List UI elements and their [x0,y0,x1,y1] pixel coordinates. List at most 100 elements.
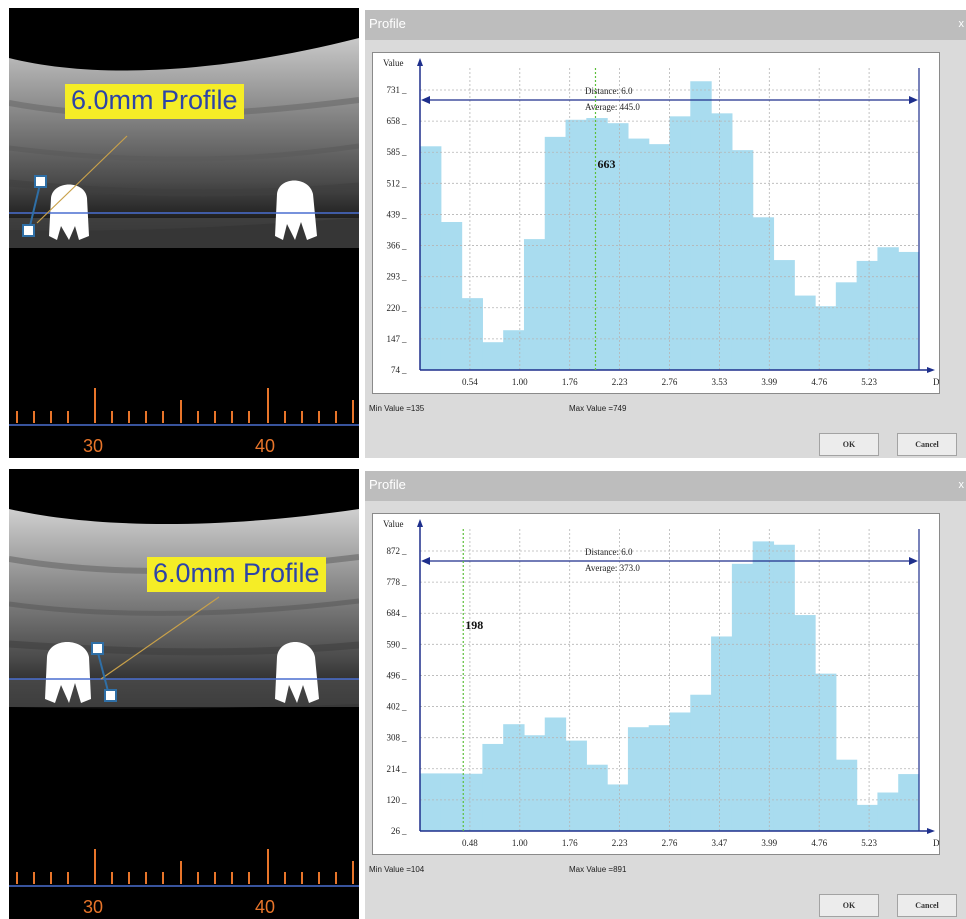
y-tick-label: 26 [391,826,401,836]
cursor-value-label: 198 [465,618,483,632]
x-tick-label: 0.48 [462,838,478,848]
profile-bar [752,541,775,831]
profile-bar [565,740,587,831]
y-tick-mark: _ [401,241,407,251]
cancel-button[interactable]: Cancel [897,433,957,456]
x-tick-label: 1.00 [512,838,528,848]
y-tick-mark: _ [401,334,407,344]
average-annotation: Average: 445.0 [585,102,640,112]
ok-button[interactable]: OK [819,894,879,917]
profile-handle-start[interactable] [91,642,104,655]
profile-handle-end[interactable] [104,689,117,702]
profile-handle-start[interactable] [34,175,47,188]
x-axis-label: Distance [933,377,939,387]
y-tick-label: 684 [387,608,401,618]
dialog-titlebar[interactable]: Profile x [365,10,966,40]
y-tick-label: 366 [387,241,401,251]
x-tick-label: 1.00 [512,377,528,387]
y-tick-mark: _ [401,577,407,587]
profile-plot-frame: 731 _ 658 _ 585 _ 512 _ 439 _ 366 _ 293 _ 220 _ 147 _ 74 _ 0… [372,52,940,394]
profile-bar [794,295,816,370]
y-tick-mark: _ [401,147,407,157]
profile-bar [690,81,712,370]
x-tick-label: 0.54 [462,377,478,387]
y-tick-label: 293 [387,272,401,282]
y-tick-label: 74 [391,365,401,375]
profile-bar [898,251,920,370]
y-tick-mark: _ [401,670,407,680]
arrow-left-icon [421,96,430,104]
y-tick-label: 439 [387,209,401,219]
y-tick-label: 147 [387,334,401,344]
distance-annotation: Distance: 6.0 [585,86,633,96]
profile-bar [586,764,608,831]
profile-bar [711,113,733,370]
x-tick-label: 4.76 [811,838,827,848]
ct-scan-graphic [9,509,359,887]
profile-bar [731,150,754,370]
y-tick-mark: _ [401,178,407,188]
profile-bar [752,217,775,370]
x-tick-label: 2.23 [612,838,628,848]
profile-bar [815,306,837,370]
profile-bar [420,773,442,831]
y-tick-label: 402 [387,702,401,712]
y-tick-label: 590 [387,639,401,649]
arrow-right-icon [909,557,918,565]
min-value-label: Min Value =135 [369,404,425,413]
y-tick-label: 872 [387,546,401,556]
x-axis-arrow-icon [927,828,935,834]
profile-bar [482,743,504,831]
ct-scan-graphic [9,38,359,426]
dialog-titlebar[interactable]: Profile x [365,471,966,501]
profile-bar [773,544,795,831]
profile-bar [877,792,899,831]
distance-annotation: Distance: 6.0 [585,547,633,557]
x-axis-label: Distance [933,838,939,848]
profile-panel-top: 6.0mm Profile 30 40 Profile x 731 _ 658 _ 58… [0,0,966,458]
y-tick-label: 120 [387,795,401,805]
profile-bar [544,717,567,831]
y-axis-label: Value [383,519,404,529]
profile-bar [669,712,691,831]
profile-dialog: Profile x 872 _ 778 _ 684 _ 590 _ 496 _ 402 _ 308 _ 21… [365,471,966,919]
profile-bar [856,260,879,370]
y-tick-mark: _ [401,85,407,95]
max-value-label: Max Value =891 [569,865,627,874]
x-tick-label: 3.53 [712,377,728,387]
ruler-number: 30 [83,436,104,456]
profile-bar [794,615,816,831]
close-icon[interactable]: x [958,18,965,30]
x-tick-label: 5.23 [861,377,877,387]
profile-bar [607,123,629,371]
x-tick-label: 1.76 [562,838,578,848]
y-tick-mark: _ [401,546,407,556]
profile-length-label: 6.0mm Profile [147,557,326,592]
ruler-number: 40 [255,897,276,917]
x-tick-label: 2.76 [662,377,678,387]
profile-bar [627,138,650,370]
profile-bar [856,804,879,831]
y-axis-arrow-icon [417,519,423,527]
ruler-number: 30 [83,897,104,917]
profile-bar [627,727,650,831]
profile-bar [607,784,629,831]
y-tick-label: 778 [387,577,401,587]
y-tick-mark: _ [401,639,407,649]
close-icon[interactable]: x [958,479,965,491]
y-tick-mark: _ [401,764,407,774]
y-tick-label: 585 [387,147,401,157]
profile-handle-end[interactable] [22,224,35,237]
profile-bar [565,119,587,370]
y-tick-mark: _ [401,826,407,836]
profile-chart: 731 _658 _585 _512 _439 _366 _293 _220 _147 _74 _0… [383,58,939,387]
cancel-button[interactable]: Cancel [897,894,957,917]
profile-panel-bottom: 6.0mm Profile 30 40 Profile x 872 _ 778 _ 68… [0,461,966,919]
y-tick-mark: _ [401,608,407,618]
y-tick-label: 496 [387,670,401,680]
average-annotation: Average: 373.0 [585,563,640,573]
ok-button[interactable]: OK [819,433,879,456]
profile-bar [898,774,920,831]
profile-bar [461,773,483,831]
profile-bar [420,146,442,370]
